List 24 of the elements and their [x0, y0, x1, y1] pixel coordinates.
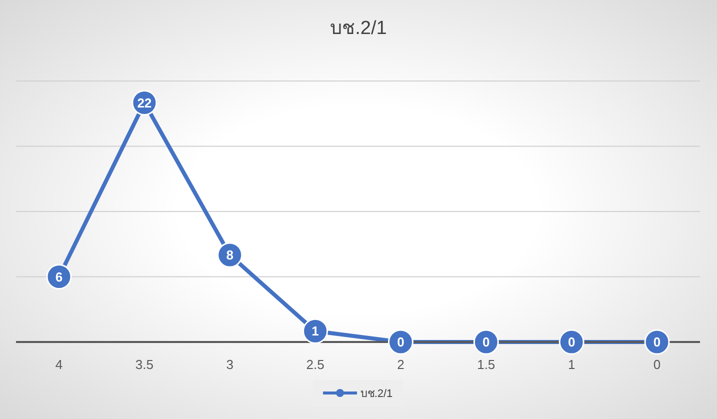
chart-title: บช.2/1: [329, 17, 388, 41]
data-label: 0: [397, 334, 404, 350]
x-tick-label: 3: [226, 357, 234, 372]
legend-label: บช.2/1: [359, 387, 393, 402]
x-tick-label: 4: [55, 357, 63, 372]
data-label: 0: [653, 334, 661, 350]
data-label: 8: [226, 248, 234, 263]
data-label: 22: [137, 95, 152, 110]
point: [473, 329, 499, 355]
x-tick-label: 0: [653, 357, 661, 372]
point: [388, 329, 414, 355]
x-tick-label: 1.5: [477, 357, 496, 372]
x-tick-label: 2.5: [306, 357, 324, 372]
data-label: 0: [482, 334, 490, 350]
point: [217, 242, 243, 268]
data-label: 1: [312, 324, 319, 339]
data-label: 0: [568, 334, 576, 350]
x-tick-label: 3.5: [135, 357, 154, 372]
x-tick-label: 1: [568, 357, 576, 372]
point: [644, 329, 670, 355]
x-tick-label: 2: [397, 357, 404, 372]
data-label: 6: [55, 269, 63, 284]
point: [558, 329, 584, 355]
point: [302, 318, 328, 344]
